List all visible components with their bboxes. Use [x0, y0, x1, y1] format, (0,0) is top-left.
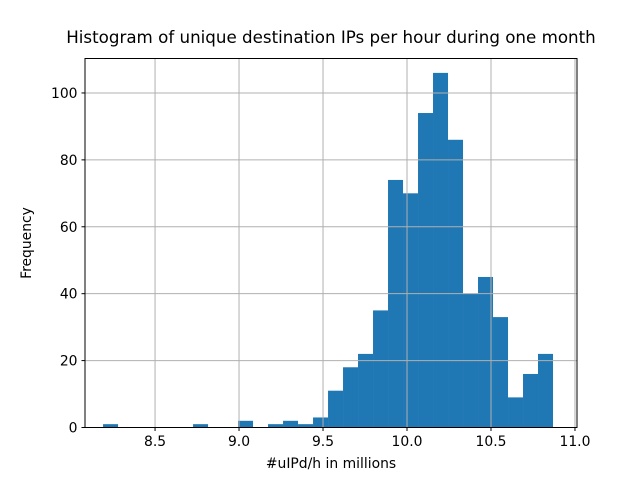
axes-frame	[84, 58, 578, 428]
axis-ticks	[81, 92, 576, 431]
y-axis-label: Frequency	[19, 207, 35, 279]
y-tick-labels: 0 20 40 60 80 100	[51, 86, 78, 437]
x-tick-label: 11.0	[560, 434, 591, 450]
histogram-bar	[448, 139, 464, 428]
x-tick-label: 10.0	[392, 434, 423, 450]
histogram-bar	[538, 353, 554, 428]
histogram-bar	[103, 424, 119, 428]
histogram-bar	[343, 367, 359, 428]
y-tick-label: 0	[69, 421, 78, 437]
histogram-bar	[373, 310, 389, 428]
histogram-bar	[193, 424, 209, 428]
histogram-bar	[358, 353, 374, 428]
histogram-bar	[298, 424, 314, 428]
histogram-bar	[418, 113, 434, 428]
histogram-bar	[403, 193, 419, 428]
histogram-bar	[328, 390, 344, 428]
histogram-bar	[478, 276, 494, 428]
histogram-bar	[508, 397, 524, 428]
histogram-bar	[238, 420, 254, 428]
y-tick-label: 60	[60, 220, 78, 236]
histogram-bar	[313, 417, 329, 428]
x-tick-labels: 8.5 9.0 9.5 10.0 10.5 11.0	[144, 434, 590, 450]
x-tick-label: 9.5	[312, 434, 334, 450]
y-tick-label: 40	[60, 287, 78, 303]
histogram-bar	[388, 179, 404, 428]
x-tick-label: 8.5	[144, 434, 166, 450]
histogram-bar	[283, 420, 299, 428]
y-tick-label: 100	[51, 86, 78, 102]
x-tick-label: 10.5	[476, 434, 507, 450]
y-tick-label: 20	[60, 354, 78, 370]
x-tick-label: 9.0	[228, 434, 250, 450]
x-axis-label: #uIPd/h in millions	[266, 456, 396, 472]
histogram-bars	[103, 72, 554, 428]
histogram-bar	[523, 373, 539, 428]
histogram-bar	[433, 72, 449, 428]
histogram-bar	[268, 424, 284, 428]
chart-title: Histogram of unique destination IPs per …	[66, 27, 596, 47]
histogram-bar	[493, 317, 509, 428]
y-tick-label: 80	[60, 153, 78, 169]
